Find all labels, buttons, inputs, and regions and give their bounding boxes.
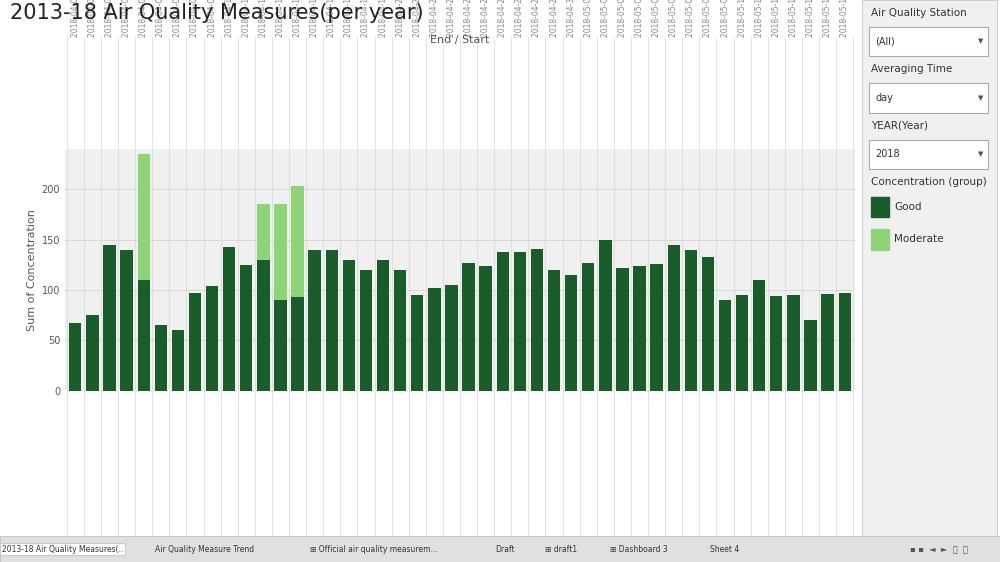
Bar [787,295,800,391]
Bar [479,266,492,391]
FancyBboxPatch shape [869,139,988,169]
Bar [291,297,304,391]
Bar [172,330,184,391]
Bar [462,262,475,391]
Text: Concentration (group): Concentration (group) [871,177,987,187]
FancyBboxPatch shape [869,83,988,113]
Bar [531,248,543,391]
Bar [240,265,252,391]
Bar [702,257,714,391]
Bar [497,252,509,391]
Bar [155,325,167,391]
Text: Air Quality Measure Trend: Air Quality Measure Trend [155,545,254,554]
Text: Draft: Draft [495,545,515,554]
Bar [599,239,612,391]
Bar [871,197,889,217]
Text: 2013-18 Air Quality Measures(..: 2013-18 Air Quality Measures(.. [2,545,123,554]
Text: Good: Good [894,202,922,212]
Bar [223,247,235,391]
Bar [308,250,321,391]
Bar [291,186,304,297]
Bar [736,295,748,391]
Text: ⊞ Dashboard 3: ⊞ Dashboard 3 [610,545,668,554]
Bar [360,270,372,391]
Bar [411,295,423,391]
Bar [138,280,150,391]
Bar [633,266,646,391]
Bar [753,280,765,391]
FancyBboxPatch shape [869,27,988,56]
Bar [650,264,663,391]
Text: Sheet 4: Sheet 4 [710,545,739,554]
Bar [274,300,287,391]
Text: ⊞ Official air quality measurem...: ⊞ Official air quality measurem... [310,545,438,554]
Bar [616,268,629,391]
Text: Moderate: Moderate [894,234,944,244]
Bar [839,293,851,391]
Bar [86,315,99,391]
Bar [69,323,81,391]
Text: day: day [876,93,893,103]
Bar [428,288,441,391]
Bar [804,320,817,391]
Text: 2013-18 Air Quality Measures(per year): 2013-18 Air Quality Measures(per year) [10,3,424,23]
Bar [685,250,697,391]
Bar [821,294,834,391]
Bar [565,275,577,391]
Bar [719,300,731,391]
Text: Air Quality Station: Air Quality Station [871,8,967,18]
Bar [582,262,594,391]
Text: End / Start: End / Start [430,35,490,45]
Text: ▼: ▼ [978,151,983,157]
Text: ⊞ draft1: ⊞ draft1 [545,545,577,554]
Bar [343,260,355,391]
Bar [548,270,560,391]
Bar [120,250,133,391]
Bar [445,285,458,391]
Text: ▪ ▪  ◄  ►  ⤢  ⬜: ▪ ▪ ◄ ► ⤢ ⬜ [910,545,968,554]
Text: ▼: ▼ [978,39,983,44]
Bar [189,293,201,391]
Bar [871,229,889,250]
Bar [377,260,389,391]
Bar [257,260,270,391]
Text: 2018: 2018 [876,149,900,159]
Y-axis label: Sum of Concentration: Sum of Concentration [27,209,37,330]
Text: ▼: ▼ [978,95,983,101]
Text: YEAR(Year): YEAR(Year) [871,121,928,131]
Bar [257,205,270,260]
Text: (All): (All) [876,37,895,47]
Bar [770,296,782,391]
Bar [274,205,287,300]
Bar [138,154,150,280]
Bar [206,286,218,391]
Bar [514,252,526,391]
Text: Averaging Time: Averaging Time [871,65,953,74]
Bar [103,244,116,391]
Bar [668,244,680,391]
Bar [326,250,338,391]
Bar [394,270,406,391]
